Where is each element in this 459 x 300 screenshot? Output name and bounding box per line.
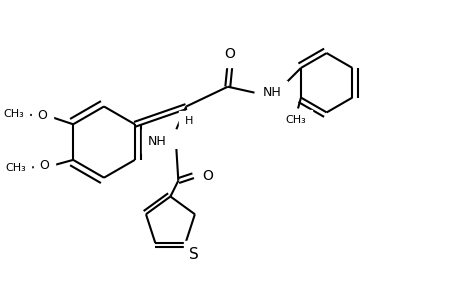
Text: NH: NH xyxy=(262,86,280,99)
Text: O: O xyxy=(38,109,47,122)
Text: S: S xyxy=(189,247,199,262)
Text: CH₃: CH₃ xyxy=(5,163,26,173)
Text: O: O xyxy=(39,159,49,172)
Text: NH: NH xyxy=(147,135,166,148)
Text: CH₃: CH₃ xyxy=(285,116,306,125)
Text: O: O xyxy=(224,47,235,61)
Text: CH₃: CH₃ xyxy=(3,110,24,119)
Text: O: O xyxy=(202,169,213,183)
Text: H: H xyxy=(185,116,193,126)
